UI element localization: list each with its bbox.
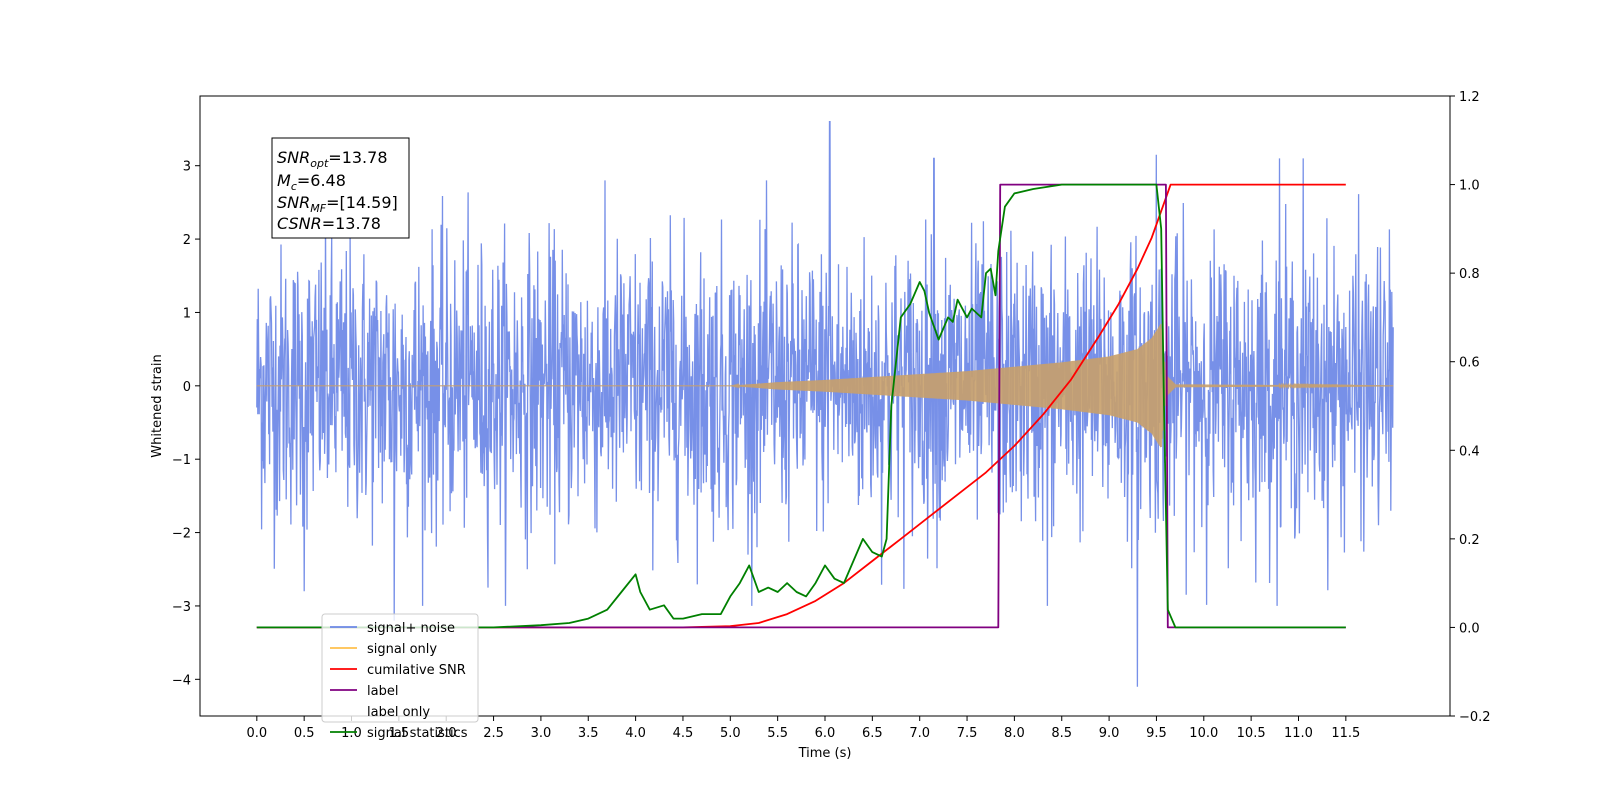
right-y-axis-ticks: 1.2 1.0 0.8 0.6 0.4 0.2 0.0 −0.2 xyxy=(1450,90,1491,725)
legend-item: signal+ noise xyxy=(330,621,455,636)
snr-opt-value: =13.78 xyxy=(328,148,387,167)
x-tick-label: 5.0 xyxy=(720,726,741,741)
left-y-tick-label: 1 xyxy=(183,306,191,321)
left-y-axis-ticks: 3 2 1 0 −1 −2 −3 −4 xyxy=(172,160,200,688)
x-tick-label: 0.5 xyxy=(294,726,315,741)
x-tick-label: 2.5 xyxy=(483,726,504,741)
left-y-tick-label: −3 xyxy=(172,600,191,615)
annotation-csnr: CSNR=13.78 xyxy=(277,214,381,233)
x-tick-label: 4.5 xyxy=(673,726,694,741)
legend-label: signal+ noise xyxy=(367,621,455,636)
x-tick-label: 6.5 xyxy=(862,726,883,741)
right-y-tick-label: 0.2 xyxy=(1459,533,1480,548)
x-tick-label: 3.5 xyxy=(578,726,599,741)
snr-opt-base: SNR xyxy=(277,148,310,167)
snr-mf-sub: MF xyxy=(310,202,326,215)
x-tick-label: 1.0 xyxy=(341,726,362,741)
legend-label: label only xyxy=(367,705,430,720)
annotation-snr-opt: SNRopt=13.78 xyxy=(277,148,388,170)
legend: signal+ noise signal only cumilative SNR la… xyxy=(321,613,479,741)
left-y-tick-label: −1 xyxy=(172,453,191,468)
snr-mf-base: SNR xyxy=(277,193,310,212)
left-y-tick-label: −2 xyxy=(172,527,191,542)
legend-label: signal statistics xyxy=(367,726,468,741)
legend-item: label only xyxy=(367,705,430,720)
legend-frame xyxy=(321,613,479,723)
x-tick-label: 10.0 xyxy=(1189,726,1218,741)
csnr-base: CSNR xyxy=(277,214,322,233)
csnr-value: =13.78 xyxy=(322,214,381,233)
x-tick-label: 9.5 xyxy=(1146,726,1167,741)
x-tick-label: 5.5 xyxy=(767,726,788,741)
snr-opt-sub: opt xyxy=(310,157,329,170)
legend-item: signal only xyxy=(330,642,437,657)
x-tick-label: 11.0 xyxy=(1284,726,1313,741)
x-tick-label: 3.0 xyxy=(531,726,552,741)
x-tick-label: 2.0 xyxy=(436,726,457,741)
series-signal-noise-line xyxy=(256,121,1394,687)
x-axis-ticks: 0.0 0.5 1.0 1.5 2.0 2.5 3.0 3.5 4.0 4.5 5.0 5.5 6.0 6… xyxy=(246,716,1360,741)
left-y-tick-label: −4 xyxy=(172,673,191,688)
right-y-tick-label: 1.2 xyxy=(1459,90,1480,105)
series-signal-statistics-line xyxy=(256,183,1346,629)
x-tick-label: 10.5 xyxy=(1237,726,1266,741)
right-y-tick-label: 1.0 xyxy=(1459,179,1480,194)
right-y-tick-label: 0.8 xyxy=(1459,267,1480,282)
annotation-box: SNRopt=13.78 Mc=6.48 SNRMF=[14.59] CSNR=… xyxy=(271,137,410,239)
x-tick-label: 6.0 xyxy=(815,726,836,741)
snr-mf-value: =[14.59] xyxy=(326,193,398,212)
right-y-tick-label: 0.0 xyxy=(1459,621,1480,636)
x-tick-label: 4.0 xyxy=(625,726,646,741)
legend-item: signal statistics xyxy=(330,726,468,741)
x-tick-label: 8.5 xyxy=(1051,726,1072,741)
annotation-snr-mf: SNRMF=[14.59] xyxy=(277,193,398,215)
x-tick-label: 7.5 xyxy=(957,726,978,741)
mc-base: M xyxy=(277,171,291,190)
legend-label: signal only xyxy=(367,642,437,657)
x-tick-label: 9.0 xyxy=(1099,726,1120,741)
legend-label: label xyxy=(367,684,398,699)
right-y-tick-label: 0.6 xyxy=(1459,356,1480,371)
right-y-tick-label: −0.2 xyxy=(1459,710,1491,725)
x-tick-label: 8.0 xyxy=(1004,726,1025,741)
right-y-tick-label: 0.4 xyxy=(1459,444,1480,459)
left-y-tick-label: 3 xyxy=(183,160,191,175)
left-y-tick-label: 0 xyxy=(183,380,191,395)
series-signal-only-line xyxy=(256,323,1394,448)
x-tick-label: 11.5 xyxy=(1331,726,1360,741)
annotation-mc: Mc=6.48 xyxy=(277,171,346,193)
x-axis-label: Time (s) xyxy=(798,746,852,761)
x-tick-label: 0.0 xyxy=(246,726,267,741)
legend-item: label xyxy=(330,684,398,699)
x-tick-label: 1.5 xyxy=(389,726,410,741)
legend-label: cumilative SNR xyxy=(367,663,466,678)
mc-value: =6.48 xyxy=(297,171,346,190)
legend-item: cumilative SNR xyxy=(330,663,466,678)
left-y-axis-label: Whitened strain xyxy=(150,354,165,457)
plot-data-layer xyxy=(256,121,1394,687)
mc-sub: c xyxy=(291,180,297,193)
x-tick-label: 7.0 xyxy=(909,726,930,741)
left-y-tick-label: 2 xyxy=(183,233,191,248)
annotation-frame xyxy=(271,137,410,239)
series-cumilative-snr-line xyxy=(256,183,1346,629)
